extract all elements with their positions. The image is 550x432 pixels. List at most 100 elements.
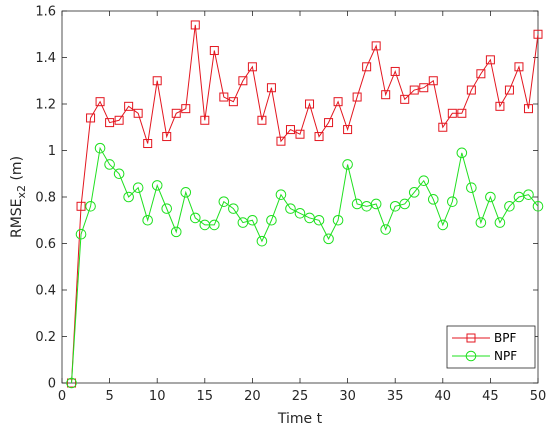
y-tick-label: 0 (48, 377, 56, 392)
y-axis-title-unit: (m) (9, 156, 25, 185)
series-bpf-point (295, 129, 305, 139)
x-tick-label: 30 (339, 389, 356, 404)
series-bpf-point (523, 104, 533, 114)
series-bpf-point (457, 108, 467, 118)
series-bpf-point (181, 104, 191, 114)
series-npf-point (209, 219, 220, 231)
x-tick-label: 25 (292, 389, 309, 404)
x-tick-label: 40 (435, 389, 452, 404)
legend-box (446, 325, 536, 369)
x-axis-ticks: 0 5 10 15 20 25 30 35 40 45 50 (58, 11, 546, 404)
series-bpf-point (238, 76, 248, 86)
series-bpf-point (162, 132, 172, 142)
series-npf-point (256, 235, 268, 247)
x-tick-label: 35 (387, 389, 404, 404)
series-bpf-point (495, 101, 505, 111)
series-layer (66, 20, 544, 389)
series-bpf-point (485, 55, 495, 65)
series-npf-point (266, 214, 277, 226)
series-npf-point (504, 201, 515, 212)
series-npf-point (380, 224, 391, 235)
series-bpf-point (152, 76, 162, 86)
y-tick-label: 0.8 (35, 191, 56, 206)
series-npf-point (408, 187, 420, 198)
series-npf-point (370, 198, 382, 210)
series-bpf-point (504, 85, 514, 95)
y-axis-title-main: RMSE (9, 198, 25, 238)
legend: BPF NPF (446, 325, 536, 369)
series-bpf-point (114, 115, 124, 125)
series-bpf-point (219, 92, 229, 102)
series-npf-point (132, 182, 144, 193)
y-tick-label: 0.6 (35, 237, 56, 252)
x-tick-label: 0 (58, 389, 66, 404)
series-bpf-point (200, 115, 210, 125)
legend-bpf-square-marker (466, 333, 476, 343)
series-npf-point (66, 377, 77, 389)
series-npf-point (189, 212, 201, 224)
series-bpf-point (171, 108, 181, 118)
series-npf-point (94, 142, 106, 154)
series-bpf-point (447, 108, 457, 118)
series-npf-point (247, 214, 258, 226)
series-bpf-point (333, 97, 343, 107)
series-npf-point (113, 168, 125, 180)
series-bpf-point (276, 136, 286, 146)
series-npf-point (142, 214, 153, 226)
series-bpf-point (390, 66, 400, 76)
series-bpf-point (76, 201, 86, 211)
series-bpf (67, 20, 543, 388)
series-bpf-point (371, 41, 381, 51)
series-npf-point (523, 189, 534, 200)
series-bpf-point (352, 92, 362, 102)
series-npf-point (332, 214, 344, 226)
series-bpf-point (314, 132, 324, 142)
y-axis-ticks: 0 0.2 0.4 0.6 0.8 1 1.2 1.4 1.6 (35, 5, 538, 392)
series-npf (66, 142, 544, 389)
series-npf-point (161, 203, 173, 214)
series-bpf-point (285, 125, 295, 135)
series-bpf-point (381, 90, 391, 100)
series-npf-point (323, 233, 334, 245)
series-bpf-point (133, 108, 143, 118)
x-tick-label: 45 (482, 389, 499, 404)
series-bpf-line (71, 24, 539, 384)
series-npf-point (151, 180, 163, 191)
y-axis-title-subscript: x2 (15, 185, 28, 199)
series-npf-point (228, 203, 239, 214)
x-tick-label: 15 (197, 389, 214, 404)
series-bpf-point (419, 83, 429, 93)
series-bpf-point (305, 99, 315, 109)
legend-item-npf: NPF (452, 349, 517, 363)
series-npf-point (218, 196, 230, 207)
y-tick-label: 1.6 (35, 5, 56, 20)
series-bpf-point (86, 113, 96, 123)
series-npf-point (170, 226, 182, 238)
series-npf-point (123, 191, 134, 203)
y-tick-label: 0.2 (35, 330, 56, 345)
legend-item-bpf: BPF (452, 331, 516, 345)
series-bpf-point (143, 139, 153, 149)
series-npf-point (418, 175, 430, 187)
series-bpf-point (476, 69, 486, 79)
x-tick-label: 50 (530, 389, 547, 404)
series-bpf-point (409, 85, 419, 95)
series-bpf-point (257, 115, 267, 125)
series-bpf-point (466, 85, 476, 95)
y-axis-title: RMSEx2 (m) (9, 156, 28, 238)
series-bpf-point (400, 94, 410, 104)
legend-npf-circle-marker (465, 350, 477, 362)
series-bpf-point (343, 125, 353, 135)
y-tick-label: 1 (48, 144, 56, 159)
x-tick-label: 10 (149, 389, 166, 404)
series-bpf-point (533, 29, 543, 39)
series-npf-point (532, 201, 544, 212)
series-npf-point (342, 159, 353, 170)
series-bpf-point (209, 46, 219, 56)
series-bpf-point (362, 62, 372, 72)
series-npf-point (494, 217, 506, 228)
series-bpf-point (266, 83, 276, 93)
series-bpf-point (228, 97, 238, 107)
x-tick-label: 20 (244, 389, 261, 404)
